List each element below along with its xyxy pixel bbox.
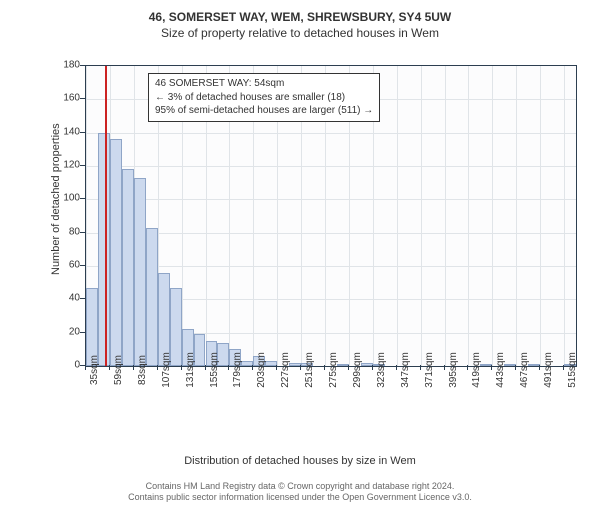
footer-line2: Contains public sector information licen… [0,492,600,504]
footer: Contains HM Land Registry data © Crown c… [0,481,600,504]
x-tick-label: 251sqm [304,352,315,388]
y-tick-label: 100 [50,193,80,204]
anno-line1: 46 SOMERSET WAY: 54sqm [155,77,373,91]
plot-area: 46 SOMERSET WAY: 54sqm← 3% of detached h… [85,65,577,367]
y-tick-label: 40 [50,293,80,304]
footer-line1: Contains HM Land Registry data © Crown c… [0,481,600,493]
x-tick-label: 323sqm [376,352,387,388]
x-tick-label: 275sqm [328,352,339,388]
x-tick-label: 227sqm [280,352,291,388]
histogram-bar [122,169,134,366]
x-tick-label: 371sqm [424,352,435,388]
histogram-bar [98,133,110,366]
y-tick-label: 80 [50,226,80,237]
anno-line2: ← 3% of detached houses are smaller (18) [155,91,373,105]
histogram-bar [146,228,158,366]
x-axis-label: Distribution of detached houses by size … [0,455,600,467]
x-tick-label: 515sqm [567,352,578,388]
x-tick-label: 155sqm [209,352,220,388]
annotation-box: 46 SOMERSET WAY: 54sqm← 3% of detached h… [148,73,380,122]
y-tick-label: 0 [50,360,80,371]
x-tick-label: 203sqm [256,352,267,388]
y-tick-label: 20 [50,326,80,337]
x-tick-label: 59sqm [113,355,124,385]
x-tick-label: 179sqm [232,352,243,388]
x-tick-label: 83sqm [137,355,148,385]
x-tick-label: 443sqm [495,352,506,388]
x-tick-label: 419sqm [471,352,482,388]
y-tick-label: 120 [50,160,80,171]
y-tick-label: 160 [50,93,80,104]
anno-line3: 95% of semi-detached houses are larger (… [155,104,373,118]
y-tick-label: 140 [50,126,80,137]
x-tick-label: 107sqm [161,352,172,388]
x-tick-label: 35sqm [89,355,100,385]
x-tick-label: 467sqm [519,352,530,388]
x-tick-label: 347sqm [400,352,411,388]
y-tick-label: 180 [50,60,80,71]
x-tick-label: 491sqm [543,352,554,388]
chart-area: Number of detached properties 46 SOMERSE… [55,65,575,395]
x-tick-label: 395sqm [448,352,459,388]
histogram-bar [110,139,122,366]
reference-line [105,66,107,366]
title-sub: Size of property relative to detached ho… [0,26,600,40]
x-tick-label: 299sqm [352,352,363,388]
title-main: 46, SOMERSET WAY, WEM, SHREWSBURY, SY4 5… [0,10,600,24]
y-tick-label: 60 [50,260,80,271]
x-tick-label: 131sqm [185,352,196,388]
histogram-bar [134,178,146,366]
